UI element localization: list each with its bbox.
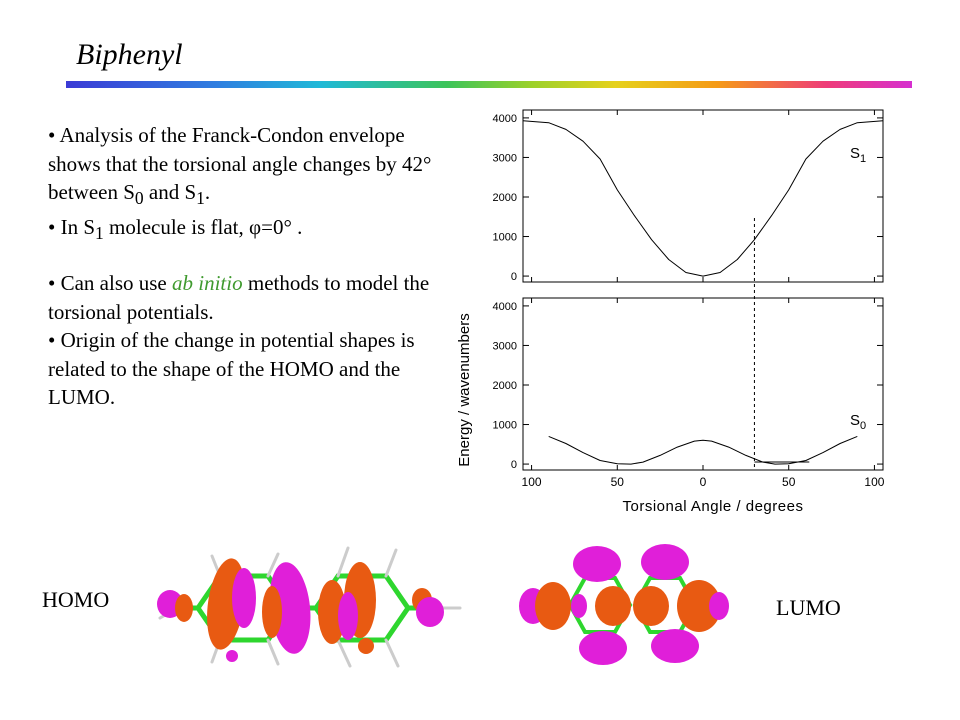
- marker-line: [753, 218, 810, 470]
- series-label-S0: S0: [850, 412, 866, 432]
- y-axis-label: Energy / wavenumbers: [456, 313, 473, 466]
- x-tick-label: 100: [522, 475, 542, 489]
- homo-orbital-image: [157, 546, 462, 668]
- lumo-orbital-image: [519, 544, 729, 665]
- y-tick-label-S1: 3000: [493, 152, 517, 164]
- series-line-S0: [548, 435, 858, 465]
- y-tick-label-S1: 2000: [493, 192, 517, 204]
- panel-s1: 0 1000 2000 3000 4000 S1: [493, 109, 884, 283]
- y-tick-label-S1: 4000: [493, 113, 517, 125]
- bullet-franck-condon: • Analysis of the Franck-Condon envelope…: [48, 123, 432, 209]
- x-tick-label: 0: [700, 475, 707, 489]
- x-tick-label: 50: [611, 475, 625, 489]
- y-tick-label-S0: 4000: [493, 301, 517, 313]
- x-tick-label: 50: [782, 475, 796, 489]
- y-tick-label-S1: 0: [511, 271, 517, 283]
- panel-s0: 0 1000 2000 3000 4000 S0 100 50 0 50 100: [493, 297, 885, 489]
- x-tick-label: 100: [864, 475, 884, 489]
- homo-label: HOMO: [42, 587, 110, 612]
- lumo-label: LUMO: [776, 595, 841, 620]
- series-line-S1: [522, 120, 884, 277]
- x-axis-label: Torsional Angle / degrees: [623, 498, 804, 515]
- y-tick-label-S0: 1000: [493, 420, 517, 432]
- plot-frame-S0: [522, 297, 884, 471]
- bullet-s1-flat: • In S1 molecule is flat, φ=0° .: [48, 214, 303, 243]
- bullet-list: • Analysis of the Franck-Condon envelope…: [48, 121, 443, 412]
- title-underline-gradient: [66, 81, 912, 88]
- series-label-S1: S1: [850, 145, 866, 165]
- plot-frame-S1: [522, 109, 884, 283]
- bullet-homo-lumo: • Origin of the change in potential shap…: [48, 328, 415, 410]
- y-tick-label-S0: 0: [511, 459, 517, 471]
- y-tick-label-S0: 3000: [493, 340, 517, 352]
- slide-title: Biphenyl: [76, 38, 183, 71]
- y-tick-label-S1: 1000: [493, 232, 517, 244]
- bullet-ab-initio: • Can also use ab initio methods to mode…: [48, 271, 430, 324]
- y-tick-label-S0: 2000: [493, 380, 517, 392]
